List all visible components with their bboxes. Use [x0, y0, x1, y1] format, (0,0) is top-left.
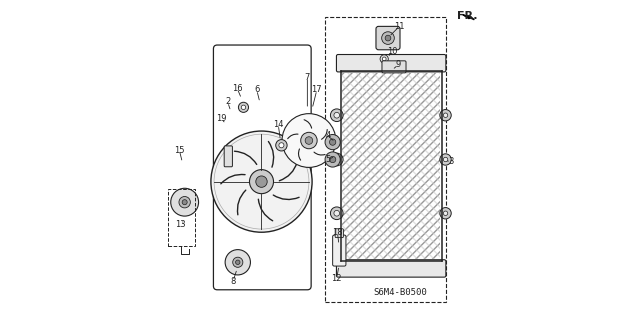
- Text: 12: 12: [332, 274, 342, 283]
- FancyArrowPatch shape: [259, 199, 273, 221]
- Text: 11: 11: [394, 22, 404, 31]
- FancyArrowPatch shape: [221, 174, 245, 184]
- FancyBboxPatch shape: [333, 235, 346, 266]
- Circle shape: [330, 139, 336, 145]
- FancyArrowPatch shape: [268, 142, 274, 167]
- FancyArrowPatch shape: [298, 149, 301, 160]
- Text: 16: 16: [232, 84, 243, 93]
- Circle shape: [330, 156, 336, 163]
- Circle shape: [250, 170, 273, 194]
- Text: S6M4-B0500: S6M4-B0500: [374, 288, 428, 297]
- Circle shape: [276, 140, 287, 151]
- Circle shape: [305, 137, 313, 144]
- Circle shape: [440, 109, 451, 121]
- Circle shape: [236, 260, 240, 264]
- Circle shape: [444, 113, 448, 117]
- Circle shape: [385, 35, 391, 41]
- FancyArrowPatch shape: [279, 162, 297, 181]
- Text: 18: 18: [332, 228, 342, 237]
- Circle shape: [325, 152, 340, 167]
- Circle shape: [301, 132, 317, 149]
- Text: 17: 17: [312, 85, 322, 94]
- Bar: [342, 72, 440, 259]
- Text: 5: 5: [325, 155, 330, 164]
- Circle shape: [380, 55, 388, 63]
- Circle shape: [440, 154, 451, 165]
- Circle shape: [444, 157, 448, 162]
- Circle shape: [211, 131, 312, 232]
- FancyBboxPatch shape: [335, 229, 344, 238]
- Text: 9: 9: [396, 60, 401, 69]
- Text: 14: 14: [273, 120, 284, 129]
- Circle shape: [330, 109, 343, 122]
- Text: 10: 10: [387, 48, 398, 56]
- Text: 2: 2: [225, 97, 230, 107]
- Text: 4: 4: [325, 131, 330, 140]
- Text: 13: 13: [175, 220, 186, 229]
- FancyBboxPatch shape: [337, 55, 446, 72]
- FancyArrowPatch shape: [288, 134, 298, 139]
- Text: 15: 15: [174, 145, 184, 154]
- Text: 19: 19: [216, 114, 227, 123]
- Circle shape: [334, 157, 340, 162]
- Circle shape: [182, 200, 187, 205]
- Circle shape: [225, 250, 250, 275]
- Polygon shape: [463, 15, 474, 20]
- Circle shape: [444, 211, 448, 215]
- Text: 6: 6: [254, 85, 259, 94]
- Circle shape: [282, 114, 336, 167]
- Circle shape: [241, 105, 246, 109]
- Text: 8: 8: [230, 277, 236, 286]
- Circle shape: [440, 208, 451, 219]
- FancyArrowPatch shape: [234, 151, 257, 164]
- Text: FR.: FR.: [457, 11, 477, 21]
- Bar: [342, 72, 440, 259]
- Circle shape: [334, 112, 340, 118]
- Text: 3: 3: [449, 157, 454, 166]
- Circle shape: [330, 207, 343, 219]
- Circle shape: [179, 197, 190, 208]
- Circle shape: [171, 188, 198, 216]
- Circle shape: [256, 176, 267, 187]
- FancyArrowPatch shape: [304, 120, 312, 128]
- Circle shape: [330, 153, 343, 166]
- Circle shape: [382, 57, 386, 61]
- FancyBboxPatch shape: [337, 260, 446, 277]
- Circle shape: [325, 135, 340, 150]
- FancyBboxPatch shape: [382, 61, 406, 73]
- Circle shape: [334, 211, 340, 216]
- FancyArrowPatch shape: [314, 152, 325, 155]
- FancyArrowPatch shape: [321, 130, 327, 139]
- Circle shape: [279, 143, 284, 148]
- FancyArrowPatch shape: [237, 190, 246, 215]
- Text: 7: 7: [305, 73, 310, 82]
- Circle shape: [239, 102, 248, 112]
- Circle shape: [381, 32, 394, 44]
- Circle shape: [233, 257, 243, 267]
- FancyArrowPatch shape: [273, 195, 299, 200]
- FancyBboxPatch shape: [376, 26, 400, 50]
- FancyBboxPatch shape: [224, 146, 232, 167]
